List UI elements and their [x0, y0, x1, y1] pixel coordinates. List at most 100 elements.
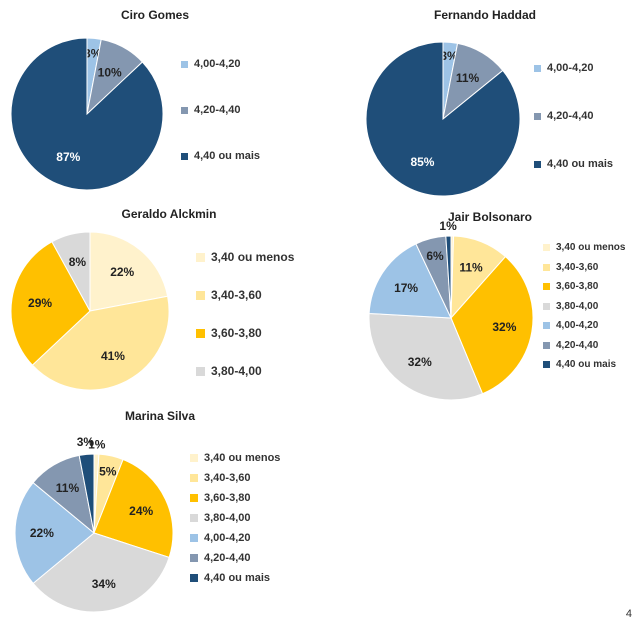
slice-marina-silva-4-00-4-20: [14, 481, 95, 585]
legend-label: 4,40 ou mais: [204, 572, 271, 584]
legend-item-3-60-3-80: 3,60-3,80: [196, 326, 262, 340]
legend-swatch: [190, 554, 198, 562]
legend-label: 4,00-4,20: [547, 62, 594, 74]
legend-item-4-40-ou-mais: 4,40 ou mais: [181, 150, 260, 162]
legend-item-4-00-4-20: 4,00-4,20: [181, 58, 240, 70]
legend-item-3-40-3-60: 3,40-3,60: [543, 262, 598, 273]
data-label-marina-silva-4-20-4-40: 11%: [56, 481, 80, 495]
legend-swatch: [543, 322, 550, 329]
data-label-jair-bolsonaro-3-80-4-00: 32%: [408, 355, 432, 369]
legend-item-3-60-3-80: 3,60-3,80: [543, 281, 598, 292]
legend-swatch: [196, 328, 205, 338]
legend-swatch: [196, 252, 205, 262]
slice-marina-silva-3-60-3-80: [93, 458, 174, 559]
pie-chart-jair-bolsonaro: 11% 32% 32% 17% 6% 1%: [368, 219, 534, 401]
legend-label: 4,40 ou mais: [547, 158, 614, 170]
legend-label: 3,40-3,60: [556, 261, 599, 273]
legend-swatch: [543, 361, 550, 368]
legend-swatch: [190, 454, 198, 462]
legend-item-3-80-4-00: 3,80-4,00: [543, 301, 598, 312]
data-label-jair-bolsonaro-3-40-3-60: 11%: [459, 261, 483, 275]
slice-jair-bolsonaro-4-00-4-20: [368, 243, 452, 319]
data-label-jair-bolsonaro-4-00-4-20: 17%: [394, 281, 418, 295]
data-label-marina-silva-3-60-3-80: 24%: [129, 504, 153, 518]
legend-label: 3,40-3,60: [204, 472, 251, 484]
data-label-geraldo-alckmin-3-60-3-80: 29%: [28, 296, 52, 310]
legend-label: 4,00-4,20: [556, 320, 599, 331]
pie-chart-ciro-gomes: 3% 10% 87%: [10, 37, 164, 191]
data-label-marina-silva-3-40-ou-menos: 1%: [88, 438, 106, 452]
legend-item-4-00-4-20: 4,00-4,20: [543, 320, 598, 331]
legend-swatch: [543, 283, 550, 290]
page-number: 4: [625, 608, 632, 620]
legend-swatch: [181, 152, 188, 160]
slice-jair-bolsonaro-3-80-4-00: [368, 312, 484, 401]
pie-chart-geraldo-alckmin: 22% 41% 29% 8%: [10, 231, 170, 391]
data-label-jair-bolsonaro-4-20-4-40: 6%: [426, 249, 444, 263]
legend-item-3-40-3-60: 3,40-3,60: [196, 288, 262, 302]
legend-item-4-20-4-40: 4,20-4,40: [181, 104, 240, 116]
legend-label: 4,20-4,40: [556, 339, 599, 351]
legend-label: 4,40 ou mais: [194, 150, 261, 162]
legend-item-3-40-ou-menos: 3,40 ou menos: [190, 452, 280, 464]
legend-label: 3,80-4,00: [556, 300, 599, 312]
legend-label: 3,40-3,60: [211, 288, 262, 302]
legend-item-4-20-4-40: 4,20-4,40: [534, 110, 593, 122]
legend-label: 3,40 ou menos: [556, 242, 626, 253]
legend-label: 3,80-4,00: [204, 512, 251, 524]
slice-geraldo-alckmin-3-40-3-60: [31, 295, 170, 391]
legend-swatch: [196, 290, 205, 300]
data-label-ciro-gomes-4-00-4-20: 3%: [84, 46, 102, 60]
legend-label: 3,40 ou menos: [211, 250, 295, 264]
legend-item-4-00-4-20: 4,00-4,20: [190, 532, 250, 544]
legend-label: 3,40 ou menos: [204, 452, 281, 464]
legend-item-4-40-ou-mais: 4,40 ou mais: [190, 572, 270, 584]
legend-swatch: [190, 474, 198, 482]
data-label-fernando-haddad-4-00-4-20: 3%: [440, 49, 458, 63]
legend-swatch: [190, 514, 198, 522]
data-label-marina-silva-3-40-3-60: 5%: [99, 464, 117, 478]
legend-swatch: [196, 366, 205, 376]
slice-geraldo-alckmin-3-40-ou-menos: [89, 231, 169, 312]
data-label-geraldo-alckmin-3-40-3-60: 41%: [101, 349, 125, 363]
chart-title-jair-bolsonaro: Jair Bolsonaro: [447, 210, 533, 224]
data-label-marina-silva-3-80-4-00: 34%: [92, 577, 116, 591]
legend-item-4-00-4-20: 4,00-4,20: [534, 62, 593, 74]
chart-title-fernando-haddad: Fernando Haddad: [433, 8, 537, 22]
legend-label: 4,00-4,20: [204, 532, 251, 544]
slice-ciro-gomes-4-40-ou-mais: [10, 37, 164, 191]
legend-swatch: [543, 302, 550, 310]
pie-chart-marina-silva: 1% 5% 24% 34% 22% 11% 3%: [14, 435, 174, 613]
legend-swatch: [534, 64, 541, 72]
legend-label: 4,40 ou mais: [556, 359, 617, 370]
slice-geraldo-alckmin-3-80-4-00: [51, 231, 91, 312]
data-label-marina-silva-4-40-ou-mais: 3%: [77, 435, 95, 449]
legend-swatch: [190, 494, 198, 502]
legend-label: 4,20-4,40: [547, 110, 594, 122]
legend-swatch: [190, 574, 198, 582]
legend-swatch: [543, 244, 550, 251]
legend-swatch: [534, 112, 541, 120]
legend-item-4-20-4-40: 4,20-4,40: [543, 340, 598, 351]
data-label-geraldo-alckmin-3-40-ou-menos: 22%: [110, 265, 134, 279]
legend-label: 4,20-4,40: [204, 552, 251, 564]
legend-label: 4,00-4,20: [194, 58, 241, 70]
legend-item-3-80-4-00: 3,80-4,00: [196, 364, 262, 378]
legend-item-3-60-3-80: 3,60-3,80: [190, 492, 250, 504]
legend-label: 3,60-3,80: [211, 326, 262, 340]
slice-fernando-haddad-4-40-ou-mais: [365, 41, 521, 197]
slice-jair-bolsonaro-4-40-ou-mais: [445, 235, 452, 319]
legend-swatch: [534, 160, 541, 168]
legend-label: 4,20-4,40: [194, 104, 241, 116]
data-label-fernando-haddad-4-40-ou-mais: 85%: [410, 155, 434, 169]
data-label-ciro-gomes-4-20-4-40: 10%: [98, 66, 122, 80]
data-label-jair-bolsonaro-3-60-3-80: 32%: [492, 320, 516, 334]
chart-title-marina-silva: Marina Silva: [124, 409, 196, 423]
chart-title-geraldo-alckmin: Geraldo Alckmin: [121, 207, 217, 221]
legend-swatch: [543, 341, 550, 349]
legend-swatch: [181, 60, 188, 68]
legend-label: 3,60-3,80: [556, 281, 599, 292]
legend-item-3-40-ou-menos: 3,40 ou menos: [196, 250, 294, 264]
pie-chart-fernando-haddad: 3% 11% 85%: [365, 41, 521, 197]
legend-swatch: [190, 534, 198, 542]
